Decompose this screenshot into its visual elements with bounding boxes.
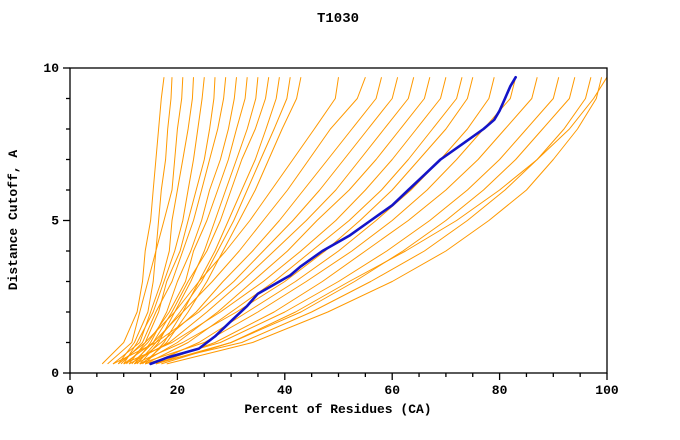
highlight-line (149, 75, 518, 366)
model-line (128, 77, 216, 365)
axis-ticks: 0 20 40 60 80 100 0 5 10 (43, 61, 619, 398)
x-tick-label: 60 (384, 383, 400, 398)
x-tick-label: 40 (277, 383, 293, 398)
y-tick-label: 0 (51, 366, 59, 381)
model-line (117, 77, 339, 365)
model-lines-group (101, 76, 608, 365)
model-line (117, 77, 184, 365)
model-line (123, 77, 447, 365)
model-line (161, 77, 576, 365)
x-tick-label: 100 (595, 383, 619, 398)
model-line (142, 77, 302, 365)
y-axis-label: Distance Cutoff, A (6, 150, 21, 291)
model-line (134, 77, 237, 365)
model-line (155, 77, 538, 365)
model-line (134, 77, 474, 365)
model-line (139, 77, 431, 365)
model-line (166, 77, 603, 365)
model-line (136, 77, 291, 365)
model-line (139, 77, 259, 365)
model-line (139, 77, 517, 365)
model-line (107, 77, 173, 365)
model-line (131, 77, 270, 365)
model-line (120, 77, 227, 365)
x-tick-label: 0 (66, 383, 74, 398)
model-line (112, 77, 194, 365)
x-tick-label: 80 (492, 383, 508, 398)
model-line (101, 77, 165, 365)
chart-title: T1030 (317, 11, 359, 27)
model-line (144, 77, 280, 365)
y-tick-label: 10 (43, 61, 59, 76)
x-tick-label: 20 (170, 383, 186, 398)
model-line (123, 77, 205, 365)
highlight-line-group (149, 75, 518, 366)
model-line (144, 77, 463, 365)
y-tick-label: 5 (51, 214, 59, 229)
model-line (126, 77, 248, 365)
x-axis-label: Percent of Residues (CA) (244, 402, 431, 417)
model-line (155, 76, 608, 365)
model-line (128, 77, 415, 365)
model-line (112, 77, 399, 365)
model-line (123, 77, 366, 365)
model-line (150, 77, 495, 365)
model-line (145, 77, 560, 365)
model-line (150, 77, 592, 365)
